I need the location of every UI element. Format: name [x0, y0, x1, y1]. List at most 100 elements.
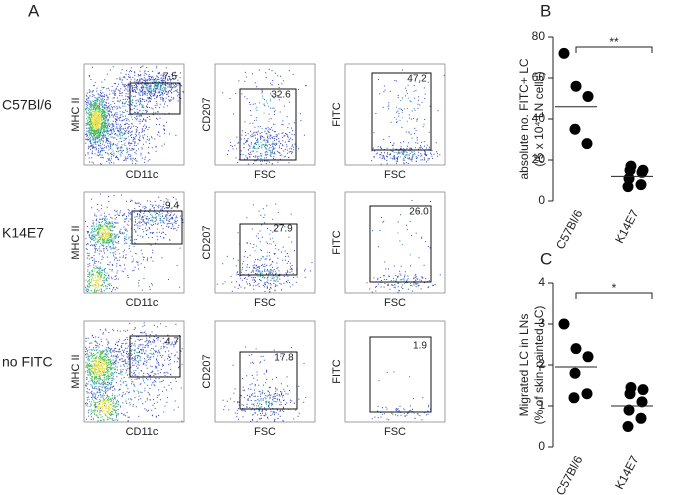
data-point: [624, 164, 636, 176]
gate: [129, 335, 181, 378]
panel-label: B: [540, 1, 551, 20]
plot-frame: [214, 320, 316, 423]
plot-frame: [214, 63, 316, 166]
data-point: [581, 138, 593, 150]
plot-frame: [83, 320, 185, 423]
y-axis-label: FITC: [331, 359, 343, 383]
data-point: [558, 47, 570, 59]
data-point: [636, 166, 648, 178]
y-axis-label: CD207: [201, 225, 213, 259]
event-dots: [91, 110, 102, 130]
y-axis-label: MHC II: [70, 354, 82, 388]
plot-frame: [214, 191, 316, 294]
data-point: [624, 388, 636, 400]
y-tick-label: 0: [538, 193, 545, 207]
event-dots: [85, 65, 184, 165]
y-axis-label: CD207: [201, 97, 213, 131]
gate-percent: 4.7: [165, 337, 179, 348]
y-axis-label: Migrated LC in LNs: [517, 314, 531, 417]
data-point: [637, 384, 649, 396]
data-point: [622, 421, 634, 432]
gate-percent: 47.2: [407, 74, 427, 85]
gate-percent: 1.9: [413, 341, 427, 352]
y-axis-label: MHC II: [70, 225, 82, 259]
gate: [239, 88, 297, 161]
data-point: [558, 318, 570, 330]
significance: *: [612, 281, 617, 295]
data-point: [635, 179, 647, 191]
y-axis-label: absolute no. FITC+ LC: [517, 58, 531, 179]
y-tick-label: 4: [538, 275, 545, 289]
event-dots: [85, 80, 166, 156]
data-point: [636, 396, 648, 408]
x-axis-label: FSC: [254, 169, 276, 181]
y-tick-label: 3: [538, 316, 545, 330]
gate-percent: 26.0: [409, 207, 429, 218]
x-axis-label: FSC: [384, 297, 406, 309]
significance-bracket: [575, 46, 653, 53]
x-axis-label: CD11c: [126, 426, 159, 438]
row-label: C57Bl/6: [2, 97, 52, 113]
y-tick-label: 1: [538, 398, 545, 412]
gate-percent: 27.9: [273, 224, 293, 235]
gate-percent: 32.6: [271, 90, 291, 101]
x-axis-label: FSC: [254, 297, 276, 309]
x-tick-label: C57Bl/6: [553, 207, 586, 252]
event-dots: [87, 222, 114, 293]
gate: [371, 72, 432, 151]
y-axis-label: (% of skin-painted LC): [532, 306, 546, 425]
event-dots: [92, 358, 112, 415]
y-axis-label: CD207: [201, 354, 213, 388]
data-point: [570, 343, 582, 355]
data-point: [582, 351, 594, 363]
data-point: [570, 80, 582, 92]
gate-percent: 7.5: [163, 72, 177, 83]
data-point: [635, 412, 647, 424]
significance-bracket: [575, 292, 653, 299]
gate: [131, 210, 183, 245]
x-axis-label: CD11c: [126, 169, 159, 181]
y-tick-label: 20: [532, 152, 546, 166]
event-dots: [371, 69, 445, 165]
data-point: [623, 172, 635, 184]
y-axis-label: (/5 x 10⁴ LN cells): [532, 71, 546, 166]
data-point: [569, 367, 581, 379]
y-tick-label: 40: [532, 111, 546, 125]
x-axis-label: FSC: [384, 169, 406, 181]
y-axis-label: MHC II: [70, 97, 82, 131]
gate-percent: 9.4: [165, 201, 179, 212]
significance: **: [609, 35, 619, 49]
row-label: no FITC: [2, 354, 53, 370]
y-tick-label: 80: [532, 29, 546, 43]
data-point: [582, 90, 594, 102]
gate-percent: 17.8: [274, 353, 294, 364]
gate: [239, 223, 298, 276]
data-point: [569, 123, 581, 135]
x-tick-label: C57Bl/6: [553, 453, 586, 495]
y-axis-label: FITC: [331, 102, 343, 126]
plot-frame: [344, 191, 446, 294]
x-axis-label: FSC: [254, 426, 276, 438]
x-axis-label: FSC: [384, 426, 406, 438]
y-tick-label: 2: [538, 357, 545, 371]
data-point: [568, 392, 580, 404]
y-tick-label: 60: [532, 70, 546, 84]
event-dots: [87, 102, 106, 137]
plot-frame: [344, 320, 446, 423]
panel-label: A: [28, 1, 40, 20]
data-point: [623, 404, 635, 416]
y-axis-label: FITC: [331, 230, 343, 254]
data-point: [581, 388, 593, 400]
x-axis-label: CD11c: [126, 297, 159, 309]
event-dots: [91, 227, 111, 289]
y-tick-label: 0: [538, 439, 545, 453]
event-dots: [86, 351, 118, 421]
x-tick-label: K14E7: [612, 453, 641, 492]
panel-label: C: [540, 249, 552, 268]
data-point: [622, 181, 634, 193]
gate: [369, 336, 432, 413]
gate: [369, 205, 432, 283]
gate: [239, 351, 298, 410]
row-label: K14E7: [2, 225, 44, 241]
